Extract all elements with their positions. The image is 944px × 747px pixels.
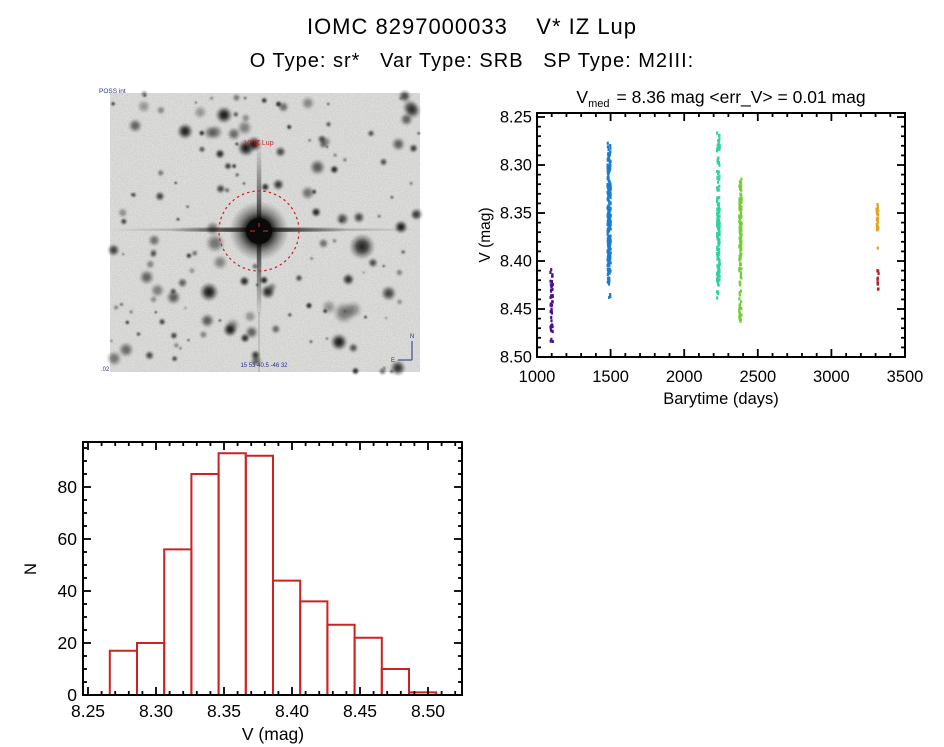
- histogram-bar: [408, 691, 438, 695]
- y-tick-label: 0: [67, 685, 77, 705]
- y-tick-label: 20: [58, 633, 78, 653]
- y-tick-label: 60: [58, 529, 78, 549]
- y-tick-label: 8.25: [500, 109, 532, 127]
- lightcurve-axes: [536, 112, 906, 358]
- x-tick-label: 8.35: [207, 701, 241, 721]
- x-tick-label: 8.25: [71, 701, 105, 721]
- histogram-bar: [272, 579, 302, 695]
- histogram-tick-labels: 8.25 8.30 8.35 8.40 8.45 8.50 0 20 40 60 80: [58, 477, 446, 721]
- finder-chart: POSS int V* IZ Lup 15 53 40.5 -46 32 .02…: [99, 88, 424, 377]
- histogram-bar: [108, 649, 138, 695]
- page-title: IOMC 8297000033 V* IZ Lup: [306, 14, 638, 39]
- compass: N E: [391, 334, 414, 364]
- histogram-bar: [299, 600, 329, 695]
- lightcurve-tick-labels: 1000 1500 2000 2500 3000 3500 8.25 8.30 8.35 8.40…: [500, 109, 923, 387]
- survey-label: POSS int: [99, 88, 126, 95]
- lightcurve-data-points: [549, 131, 880, 343]
- cluster-epoch-3: [716, 131, 721, 300]
- cluster-epoch-6: [876, 269, 880, 291]
- x-tick-label: 1000: [519, 368, 556, 386]
- x-axis-label: Barytime (days): [663, 390, 779, 408]
- compass-east-label: E: [391, 358, 395, 364]
- y-axis-label: N: [22, 563, 40, 575]
- cluster-epoch-2: [606, 141, 612, 299]
- y-tick-label: 8.35: [500, 205, 532, 223]
- y-tick-label: 40: [58, 581, 78, 601]
- x-tick-label: 8.30: [139, 701, 173, 721]
- x-axis-label: V (mag): [242, 724, 304, 744]
- histogram-bar: [136, 642, 166, 695]
- histogram-axes: [82, 441, 463, 696]
- y-axis-label: V (mag): [477, 207, 494, 262]
- cluster-epoch-5: [875, 202, 880, 250]
- target-label: V* IZ Lup: [244, 140, 273, 147]
- histogram-bar: [326, 623, 356, 695]
- scale-label: .02: [101, 367, 110, 373]
- coords-label: 15 53 40.5 -46 32: [240, 363, 288, 369]
- starfield: [106, 89, 424, 377]
- x-tick-label: 2500: [739, 368, 776, 386]
- plot-title: Vmed = 8.36 mag <err_V> = 0.01 mag: [576, 87, 865, 110]
- histogram-bar: [190, 473, 220, 695]
- page-subtitle: O Type: sr* Var Type: SRB SP Type: M2III…: [249, 50, 695, 72]
- y-tick-label: 8.45: [500, 301, 532, 319]
- x-tick-label: 1500: [592, 368, 629, 386]
- x-tick-label: 8.40: [275, 701, 309, 721]
- y-tick-label: 8.50: [500, 349, 532, 367]
- x-tick-label: 3000: [813, 368, 850, 386]
- cluster-epoch-1: [549, 268, 554, 343]
- y-tick-label: 8.30: [500, 157, 532, 175]
- histogram-bar: [217, 452, 247, 695]
- x-tick-label: 3500: [887, 368, 924, 386]
- compass-north-label: N: [410, 334, 414, 340]
- histogram-bar: [163, 548, 193, 695]
- cluster-epoch-4: [738, 177, 743, 323]
- histogram-bar: [353, 636, 383, 695]
- aperture-circle: [218, 190, 300, 272]
- histogram-plot: 8.25 8.30 8.35 8.40 8.45 8.50 0 20 40 60 80 V (mag…: [22, 441, 463, 744]
- histogram-bar: [380, 668, 410, 695]
- histogram-bars: [108, 452, 438, 695]
- y-tick-label: 8.40: [500, 253, 532, 271]
- histogram-bar: [244, 454, 274, 695]
- x-tick-label: 8.45: [343, 701, 377, 721]
- lightcurve-plot: Vmed = 8.36 mag <err_V> = 0.01 mag 1000 15…: [477, 87, 923, 408]
- x-tick-label: 2000: [666, 368, 703, 386]
- central-star: [110, 144, 420, 372]
- y-tick-label: 80: [58, 477, 78, 497]
- x-tick-label: 8.50: [411, 701, 445, 721]
